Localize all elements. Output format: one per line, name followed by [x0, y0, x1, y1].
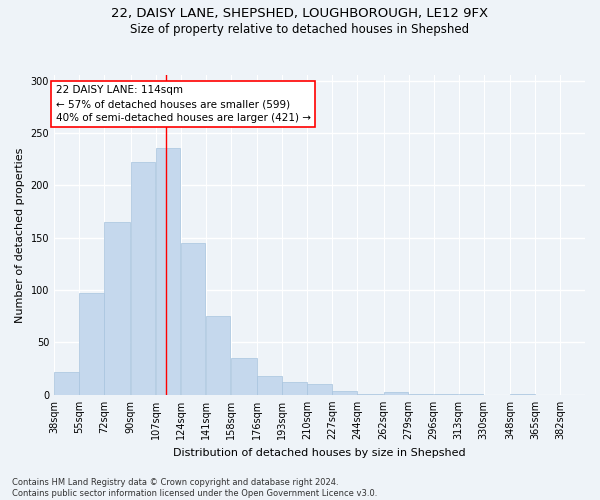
Bar — [230, 358, 257, 395]
Bar — [282, 382, 307, 395]
Text: 22, DAISY LANE, SHEPSHED, LOUGHBOROUGH, LE12 9FX: 22, DAISY LANE, SHEPSHED, LOUGHBOROUGH, … — [112, 8, 488, 20]
Bar — [510, 394, 535, 395]
Bar — [206, 316, 230, 395]
Text: 22 DAISY LANE: 114sqm
← 57% of detached houses are smaller (599)
40% of semi-det: 22 DAISY LANE: 114sqm ← 57% of detached … — [56, 85, 311, 123]
Bar — [409, 394, 433, 395]
Bar — [131, 162, 155, 395]
Bar — [307, 384, 332, 395]
Bar — [257, 376, 282, 395]
Bar — [434, 394, 458, 395]
Bar — [357, 394, 383, 395]
Text: Contains HM Land Registry data © Crown copyright and database right 2024.
Contai: Contains HM Land Registry data © Crown c… — [12, 478, 377, 498]
Bar — [332, 390, 357, 395]
Bar — [155, 148, 181, 395]
Bar — [54, 372, 79, 395]
Y-axis label: Number of detached properties: Number of detached properties — [15, 148, 25, 323]
Bar — [104, 222, 130, 395]
X-axis label: Distribution of detached houses by size in Shepshed: Distribution of detached houses by size … — [173, 448, 466, 458]
Bar — [383, 392, 409, 395]
Bar — [458, 394, 484, 395]
Text: Size of property relative to detached houses in Shepshed: Size of property relative to detached ho… — [130, 22, 470, 36]
Bar — [79, 294, 104, 395]
Bar — [181, 243, 205, 395]
